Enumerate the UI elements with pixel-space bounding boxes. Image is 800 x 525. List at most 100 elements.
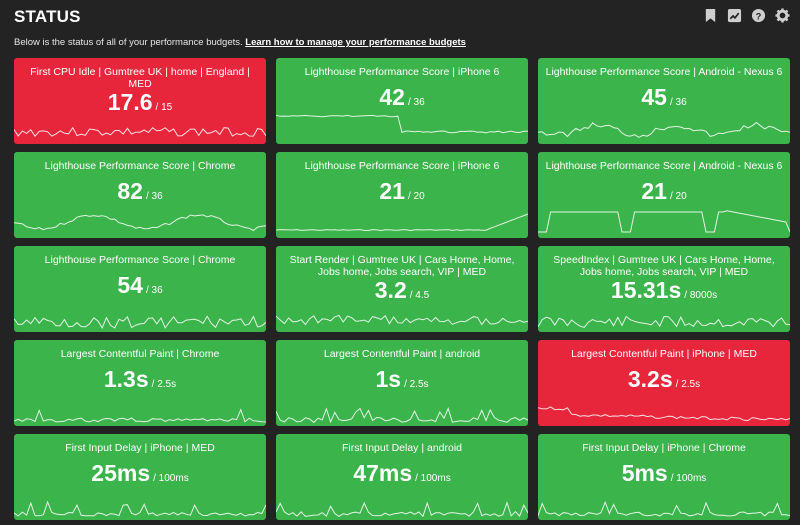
budget-card[interactable]: Start Render | Gumtree UK | Cars Home, H… — [276, 246, 528, 332]
budget-card-label: First CPU Idle | Gumtree UK | home | Eng… — [30, 66, 250, 90]
budget-card[interactable]: First Input Delay | iPhone | Chrome 5ms / … — [538, 434, 790, 520]
budget-card-sparkline — [538, 315, 790, 328]
page-title: STATUS — [14, 7, 81, 26]
sparkline-path — [538, 406, 790, 422]
budget-card-value: 3.2 — [374, 277, 407, 303]
budget-card[interactable]: Largest Contentful Paint | android 1s/ 2.… — [276, 340, 528, 426]
budget-card-sparkline — [276, 407, 528, 424]
budget-card-sparkline — [538, 406, 790, 422]
sparkline-path — [538, 210, 790, 233]
header-toolbar: ? — [703, 8, 790, 23]
budget-card-label: Lighthouse Performance Score | Android -… — [545, 66, 783, 78]
budget-card-sparkline — [276, 213, 528, 232]
sparkline-path — [538, 121, 790, 138]
budget-card-metric: 47ms/ 100ms — [276, 460, 528, 487]
budget-card-sparkline — [538, 500, 790, 517]
budget-card-limit: / 36 — [145, 285, 163, 296]
budget-card-limit: / 15 — [155, 102, 173, 113]
budget-card-label: Start Render | Gumtree UK | Cars Home, H… — [289, 254, 515, 278]
budget-card-metric: 25ms/ 100ms — [14, 460, 266, 487]
budget-card-sparkline — [14, 408, 266, 423]
budget-card-limit: / 36 — [669, 97, 687, 108]
budget-card-label: First Input Delay | android — [341, 442, 463, 454]
budget-card-metric: 21/ 20 — [276, 178, 528, 205]
sparkline-path — [276, 407, 528, 424]
budget-card-value: 47ms — [353, 460, 413, 486]
budget-card-value: 45 — [641, 84, 667, 110]
sparkline-path — [276, 501, 528, 518]
budget-card[interactable]: Lighthouse Performance Score | iPhone 6 2… — [276, 152, 528, 238]
budget-card[interactable]: First Input Delay | iPhone | MED 25ms/ 10… — [14, 434, 266, 520]
sparkline-path — [276, 114, 528, 134]
sparkline-path — [276, 314, 528, 326]
help-icon[interactable]: ? — [751, 8, 766, 23]
budget-card-limit: / 8000s — [684, 290, 718, 301]
sparkline-path — [14, 500, 266, 517]
budget-card-value: 15.31s — [610, 277, 682, 303]
chart-icon[interactable] — [727, 8, 742, 23]
budget-card-limit: / 100ms — [415, 473, 451, 484]
sparkline-path — [14, 408, 266, 423]
budget-card-metric: 21/ 20 — [538, 178, 790, 205]
subtitle-text: Below is the status of all of your perfo… — [14, 37, 243, 48]
budget-card-sparkline — [276, 114, 528, 134]
budget-card-metric: 15.31s/ 8000s — [538, 277, 790, 304]
sparkline-path — [14, 214, 266, 232]
budget-card-label: Lighthouse Performance Score | Chrome — [44, 160, 236, 172]
budget-card-limit: / 36 — [145, 191, 163, 202]
budget-card-value: 5ms — [621, 460, 668, 486]
budget-card-limit: / 100ms — [153, 473, 189, 484]
budget-card-metric: 82/ 36 — [14, 178, 266, 205]
budget-card[interactable]: Largest Contentful Paint | iPhone | MED 3… — [538, 340, 790, 426]
budget-card-limit: / 100ms — [670, 473, 707, 484]
svg-text:?: ? — [756, 11, 762, 21]
sparkline-path — [14, 315, 266, 330]
budget-card[interactable]: SpeedIndex | Gumtree UK | Cars Home, Hom… — [538, 246, 790, 332]
budget-card-sparkline — [538, 210, 790, 233]
manage-budgets-link[interactable]: Learn how to manage your performance bud… — [245, 37, 466, 48]
budget-card[interactable]: Lighthouse Performance Score | Android -… — [538, 152, 790, 238]
budget-card-limit: / 20 — [669, 191, 687, 202]
budget-card-label: Lighthouse Performance Score | iPhone 6 — [304, 66, 500, 78]
budget-card[interactable]: Lighthouse Performance Score | iPhone 6 4… — [276, 58, 528, 144]
budget-card-value: 54 — [117, 272, 143, 298]
gear-icon[interactable] — [775, 8, 790, 23]
budget-card-sparkline — [14, 315, 266, 330]
budget-card-metric: 17.6/ 15 — [14, 89, 266, 116]
budget-card-limit: / 2.5s — [151, 379, 177, 390]
budget-card-value: 3.2s — [627, 366, 673, 392]
budget-card-metric: 42/ 36 — [276, 84, 528, 111]
budget-card-value: 21 — [379, 178, 405, 204]
budget-card-value: 21 — [641, 178, 667, 204]
budget-card-metric: 54/ 36 — [14, 272, 266, 299]
budget-card-value: 42 — [379, 84, 405, 110]
bookmark-icon[interactable] — [703, 8, 718, 23]
budget-card-value: 25ms — [91, 460, 151, 486]
budget-card-label: Largest Contentful Paint | android — [323, 348, 481, 360]
budget-card-metric: 3.2/ 4.5 — [276, 277, 528, 304]
budget-card[interactable]: First CPU Idle | Gumtree UK | home | Eng… — [14, 58, 266, 144]
budget-card-label: Largest Contentful Paint | Chrome — [60, 348, 220, 360]
budget-card-value: 17.6 — [107, 89, 153, 115]
budget-card-value: 1.3s — [103, 366, 149, 392]
sparkline-path — [538, 500, 790, 517]
budget-card-sparkline — [14, 500, 266, 517]
budget-card[interactable]: Lighthouse Performance Score | Chrome 54/… — [14, 246, 266, 332]
budget-card-label: Largest Contentful Paint | iPhone | MED — [571, 348, 757, 360]
budget-card[interactable]: Lighthouse Performance Score | Android -… — [538, 58, 790, 144]
budget-card-label: Lighthouse Performance Score | Android -… — [545, 160, 783, 172]
budget-card-label: Lighthouse Performance Score | iPhone 6 — [304, 160, 500, 172]
sparkline-path — [538, 315, 790, 328]
budget-card-sparkline — [14, 126, 266, 138]
budget-card[interactable]: Lighthouse Performance Score | Chrome 82/… — [14, 152, 266, 238]
budget-card-metric: 3.2s/ 2.5s — [538, 366, 790, 393]
budget-card[interactable]: Largest Contentful Paint | Chrome 1.3s/ 2… — [14, 340, 266, 426]
budget-card-label: First Input Delay | iPhone | Chrome — [582, 442, 746, 454]
budget-card-value: 1s — [375, 366, 402, 392]
budget-card-metric: 1.3s/ 2.5s — [14, 366, 266, 393]
budget-card-limit: / 2.5s — [675, 379, 701, 390]
sparkline-path — [276, 213, 528, 232]
budget-card-limit: / 2.5s — [404, 379, 429, 390]
budget-card-limit: / 36 — [407, 97, 425, 108]
budget-card[interactable]: First Input Delay | android 47ms/ 100ms — [276, 434, 528, 520]
